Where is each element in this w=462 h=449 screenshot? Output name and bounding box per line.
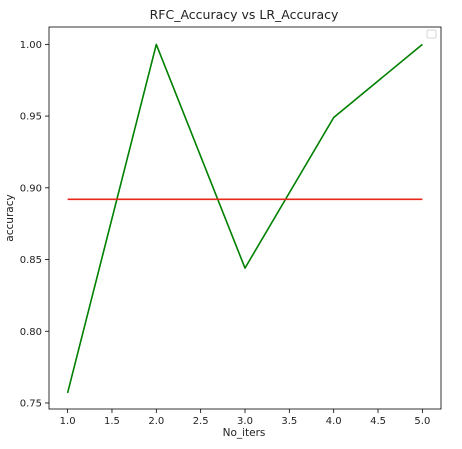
x-tick-label: 5.0 — [414, 416, 430, 427]
legend-box — [426, 29, 437, 39]
x-tick-label: 1.5 — [104, 416, 120, 427]
y-tick-label: 0.90 — [20, 183, 42, 194]
plot-frame — [48, 26, 442, 410]
x-tick-label: 4.5 — [370, 416, 386, 427]
y-axis: 0.75 0.80 0.85 0.90 0.95 1.00 — [20, 40, 49, 409]
y-tick-label: 1.00 — [20, 40, 42, 51]
series-line-1 — [66, 43, 423, 394]
x-axis: 1.0 1.5 2.0 2.5 3.0 3.5 4.0 4.5 5.0 — [60, 409, 430, 427]
y-axis-label: accuracy — [4, 194, 16, 241]
y-tick-label: 0.75 — [20, 398, 42, 409]
x-tick-label: 4.0 — [326, 416, 342, 427]
chart-title: RFC_Accuracy vs LR_Accuracy — [150, 7, 339, 22]
y-tick-label: 0.95 — [20, 112, 42, 123]
x-axis-label: No_iters — [223, 427, 266, 439]
x-tick-label: 1.0 — [60, 416, 76, 427]
y-tick-label: 0.80 — [20, 327, 42, 338]
x-tick-label: 3.0 — [237, 416, 253, 427]
series-layer — [66, 43, 423, 394]
x-tick-label: 3.5 — [281, 416, 297, 427]
x-tick-label: 2.0 — [148, 416, 164, 427]
y-tick-label: 0.85 — [20, 255, 42, 266]
x-tick-label: 2.5 — [193, 416, 209, 427]
